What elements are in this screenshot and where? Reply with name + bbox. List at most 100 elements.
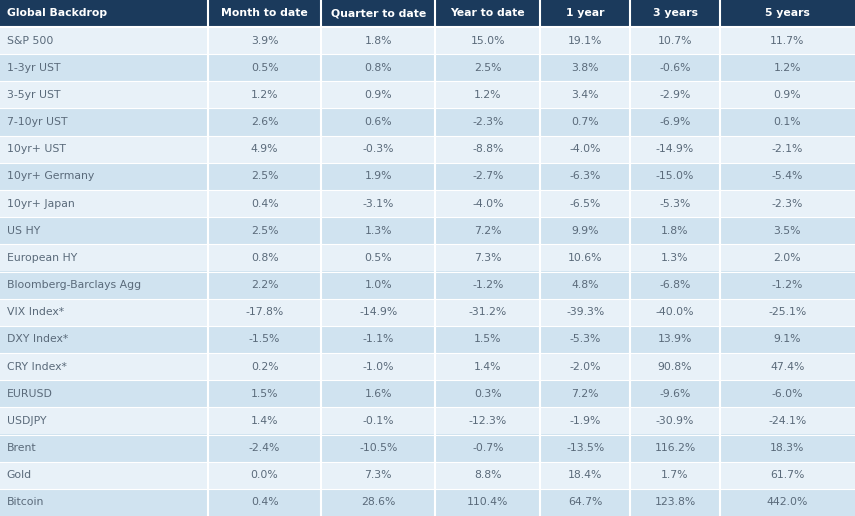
Text: -9.6%: -9.6% bbox=[659, 389, 691, 399]
Text: -2.0%: -2.0% bbox=[569, 362, 601, 372]
Text: -1.5%: -1.5% bbox=[249, 334, 280, 344]
Text: 1 year: 1 year bbox=[566, 8, 604, 19]
Text: -4.0%: -4.0% bbox=[569, 144, 601, 154]
Text: 4.8%: 4.8% bbox=[571, 280, 599, 290]
Text: -40.0%: -40.0% bbox=[656, 307, 694, 317]
Text: 110.4%: 110.4% bbox=[467, 497, 509, 507]
Bar bbox=[321, 489, 435, 516]
Bar bbox=[435, 380, 540, 407]
Text: 9.1%: 9.1% bbox=[774, 334, 801, 344]
Text: -1.1%: -1.1% bbox=[363, 334, 394, 344]
Bar bbox=[630, 82, 720, 108]
Bar bbox=[630, 245, 720, 271]
Bar bbox=[208, 434, 321, 462]
Bar bbox=[630, 380, 720, 407]
Bar bbox=[540, 54, 630, 82]
Bar bbox=[208, 54, 321, 82]
Bar bbox=[630, 299, 720, 326]
Bar bbox=[720, 326, 855, 353]
Bar bbox=[208, 462, 321, 489]
Text: 13.9%: 13.9% bbox=[657, 334, 693, 344]
Text: -6.5%: -6.5% bbox=[569, 199, 601, 208]
Text: 90.8%: 90.8% bbox=[657, 362, 693, 372]
Bar bbox=[321, 299, 435, 326]
Text: 0.5%: 0.5% bbox=[364, 253, 392, 263]
Text: -5.3%: -5.3% bbox=[569, 334, 601, 344]
Bar bbox=[720, 217, 855, 245]
Bar bbox=[435, 353, 540, 380]
Bar bbox=[0, 462, 208, 489]
Text: -8.8%: -8.8% bbox=[472, 144, 504, 154]
Text: -2.1%: -2.1% bbox=[772, 144, 803, 154]
Bar bbox=[208, 217, 321, 245]
Bar bbox=[208, 27, 321, 54]
Text: 61.7%: 61.7% bbox=[770, 470, 805, 480]
Text: 0.0%: 0.0% bbox=[251, 470, 279, 480]
Bar bbox=[630, 353, 720, 380]
Bar bbox=[720, 0, 855, 27]
Bar bbox=[321, 353, 435, 380]
Text: -10.5%: -10.5% bbox=[359, 443, 398, 453]
Bar bbox=[321, 136, 435, 163]
Text: -6.8%: -6.8% bbox=[659, 280, 691, 290]
Bar bbox=[321, 407, 435, 434]
Bar bbox=[540, 0, 630, 27]
Text: 0.8%: 0.8% bbox=[251, 253, 279, 263]
Bar bbox=[435, 434, 540, 462]
Bar bbox=[540, 82, 630, 108]
Bar bbox=[0, 54, 208, 82]
Bar bbox=[540, 326, 630, 353]
Text: Brent: Brent bbox=[7, 443, 37, 453]
Bar bbox=[208, 245, 321, 271]
Text: 3-5yr UST: 3-5yr UST bbox=[7, 90, 61, 100]
Bar bbox=[208, 271, 321, 299]
Bar bbox=[540, 271, 630, 299]
Bar bbox=[0, 108, 208, 136]
Text: -1.0%: -1.0% bbox=[363, 362, 394, 372]
Bar bbox=[540, 434, 630, 462]
Text: 10yr+ Germany: 10yr+ Germany bbox=[7, 171, 94, 182]
Bar bbox=[435, 108, 540, 136]
Bar bbox=[720, 380, 855, 407]
Text: 4.9%: 4.9% bbox=[251, 144, 279, 154]
Bar bbox=[0, 380, 208, 407]
Text: 15.0%: 15.0% bbox=[470, 36, 505, 45]
Bar bbox=[0, 82, 208, 108]
Text: 2.0%: 2.0% bbox=[774, 253, 801, 263]
Text: -14.9%: -14.9% bbox=[359, 307, 398, 317]
Text: 0.4%: 0.4% bbox=[251, 497, 279, 507]
Text: -2.9%: -2.9% bbox=[659, 90, 691, 100]
Text: S&P 500: S&P 500 bbox=[7, 36, 53, 45]
Text: 3.9%: 3.9% bbox=[251, 36, 279, 45]
Bar bbox=[720, 462, 855, 489]
Bar bbox=[540, 217, 630, 245]
Bar bbox=[720, 27, 855, 54]
Bar bbox=[720, 489, 855, 516]
Bar bbox=[321, 82, 435, 108]
Bar bbox=[435, 0, 540, 27]
Text: 116.2%: 116.2% bbox=[654, 443, 696, 453]
Bar bbox=[0, 299, 208, 326]
Text: -15.0%: -15.0% bbox=[656, 171, 694, 182]
Text: 7.2%: 7.2% bbox=[474, 226, 502, 236]
Text: 8.8%: 8.8% bbox=[474, 470, 502, 480]
Bar bbox=[435, 217, 540, 245]
Bar bbox=[630, 136, 720, 163]
Text: 28.6%: 28.6% bbox=[361, 497, 396, 507]
Bar bbox=[208, 108, 321, 136]
Text: 19.1%: 19.1% bbox=[568, 36, 603, 45]
Bar bbox=[208, 326, 321, 353]
Text: 7.2%: 7.2% bbox=[571, 389, 599, 399]
Bar bbox=[208, 82, 321, 108]
Text: Global Backdrop: Global Backdrop bbox=[7, 8, 107, 19]
Bar bbox=[720, 407, 855, 434]
Bar bbox=[0, 489, 208, 516]
Text: 18.3%: 18.3% bbox=[770, 443, 805, 453]
Bar bbox=[321, 380, 435, 407]
Bar bbox=[435, 245, 540, 271]
Bar bbox=[321, 271, 435, 299]
Bar bbox=[0, 190, 208, 217]
Text: 2.5%: 2.5% bbox=[251, 226, 279, 236]
Bar bbox=[321, 108, 435, 136]
Bar bbox=[630, 27, 720, 54]
